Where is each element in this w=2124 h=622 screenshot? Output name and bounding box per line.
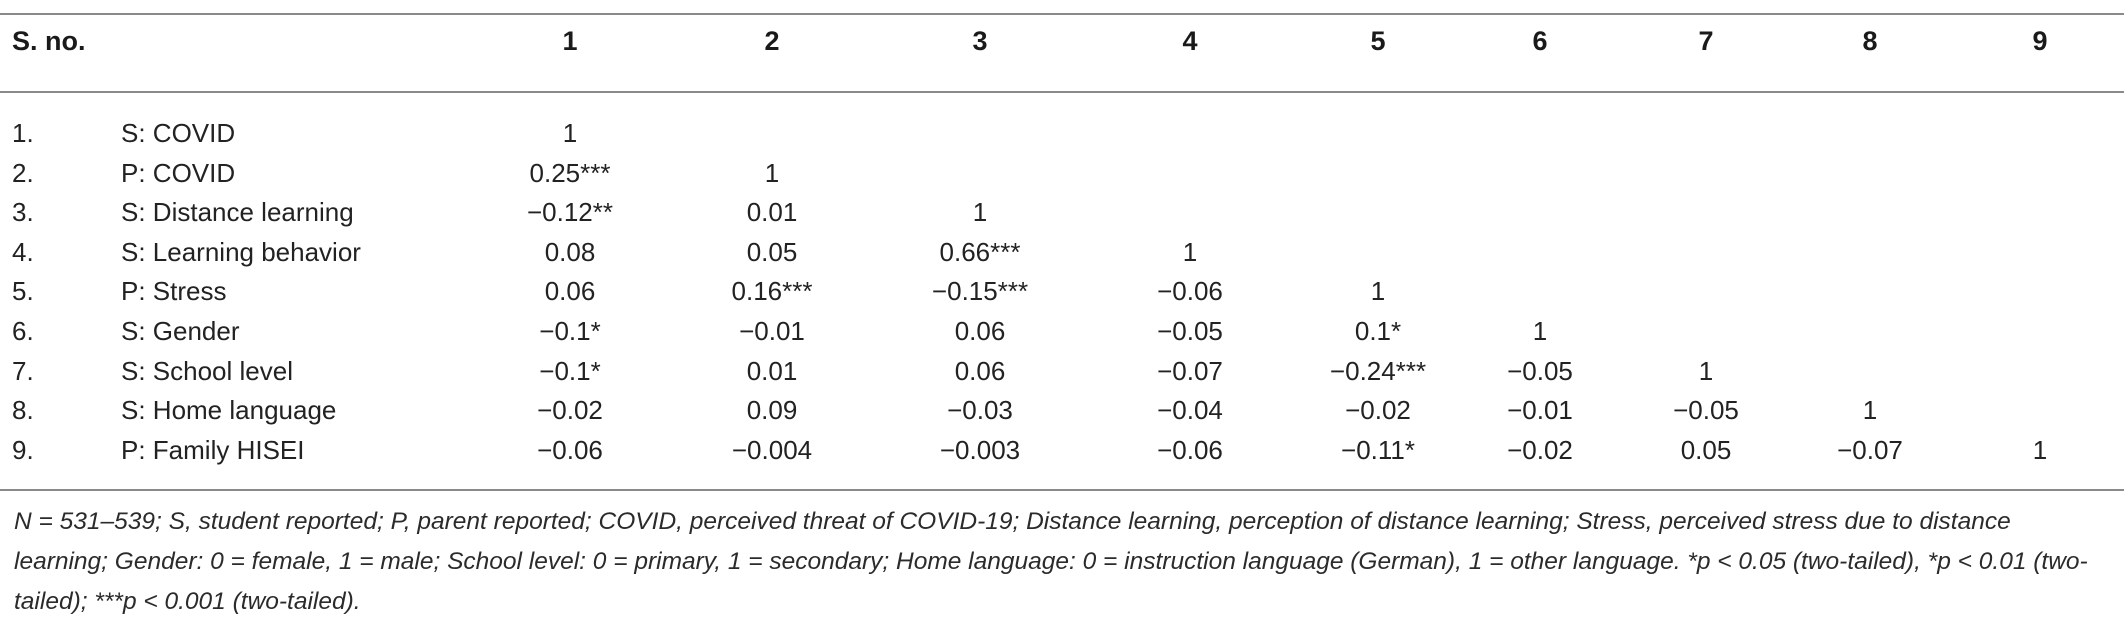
- row-label: P: Stress: [121, 276, 227, 306]
- row-label: S: Learning behavior: [121, 237, 361, 267]
- table-cell: 1: [562, 118, 578, 148]
- table-cell: 1: [2032, 435, 2048, 465]
- table-cell: −0.1*: [539, 316, 601, 346]
- table-cell: −0.02: [1345, 395, 1411, 425]
- table-cell: −0.01: [739, 316, 805, 346]
- table-cell: −0.04: [1157, 395, 1223, 425]
- row-label: S: Distance learning: [121, 197, 354, 227]
- stub-header: S. no.: [12, 26, 86, 56]
- column-header-2: 2: [764, 26, 780, 56]
- table-cell: 0.05: [1680, 435, 1732, 465]
- table-cell: 0.01: [746, 197, 798, 227]
- table-cell: −0.07: [1837, 435, 1903, 465]
- table-cell: 0.08: [544, 237, 596, 267]
- row-number: 5.: [12, 276, 34, 306]
- column-header-4: 4: [1182, 26, 1198, 56]
- table-footnote: N = 531–539; S, student reported; P, par…: [14, 508, 2088, 615]
- table-cell: −0.24***: [1329, 356, 1427, 386]
- table-top-rule: [0, 13, 2124, 15]
- column-header-1: 1: [562, 26, 578, 56]
- table-cell: 1: [1532, 316, 1548, 346]
- table-cell: −0.02: [537, 395, 603, 425]
- column-header-6: 6: [1532, 26, 1548, 56]
- table-cell: 0.06: [954, 316, 1006, 346]
- table-cell: −0.05: [1673, 395, 1739, 425]
- table-cell: −0.1*: [539, 356, 601, 386]
- table-cell: −0.03: [947, 395, 1013, 425]
- row-number: 2.: [12, 158, 34, 188]
- table-cell: −0.07: [1157, 356, 1223, 386]
- row-label: S: Home language: [121, 395, 337, 425]
- table-cell: −0.15***: [931, 276, 1029, 306]
- column-header-7: 7: [1698, 26, 1714, 56]
- row-label: S: School level: [121, 356, 293, 386]
- table-cell: −0.01: [1507, 395, 1573, 425]
- table-cell: 0.05: [746, 237, 798, 267]
- row-number: 1.: [12, 118, 34, 148]
- table-cell: −0.003: [939, 435, 1021, 465]
- row-number: 3.: [12, 197, 34, 227]
- header-rule: [0, 91, 2124, 93]
- table-cell: −0.06: [537, 435, 603, 465]
- table-cell: 0.06: [954, 356, 1006, 386]
- table-cell: −0.06: [1157, 435, 1223, 465]
- row-number: 4.: [12, 237, 34, 267]
- table-bottom-rule: [0, 489, 2124, 491]
- table-cell: 0.01: [746, 356, 798, 386]
- row-number: 7.: [12, 356, 34, 386]
- table-cell: −0.06: [1157, 276, 1223, 306]
- row-number: 6.: [12, 316, 34, 346]
- table-cell: −0.02: [1507, 435, 1573, 465]
- table-cell: −0.05: [1157, 316, 1223, 346]
- table-cell: 0.16***: [731, 276, 813, 306]
- table-cell: 1: [1698, 356, 1714, 386]
- row-label: P: COVID: [121, 158, 236, 188]
- row-label: S: Gender: [121, 316, 240, 346]
- table-cell: −0.11*: [1341, 435, 1415, 465]
- table-cell: 0.1*: [1354, 316, 1402, 346]
- table-cell: −0.004: [731, 435, 813, 465]
- column-header-8: 8: [1862, 26, 1878, 56]
- table-cell: 0.25***: [529, 158, 611, 188]
- column-header-5: 5: [1370, 26, 1386, 56]
- table-cell: 1: [1370, 276, 1386, 306]
- table-cell: 0.66***: [939, 237, 1021, 267]
- table-cell: 1: [1182, 237, 1198, 267]
- row-label: P: Family HISEI: [121, 435, 305, 465]
- row-label: S: COVID: [121, 118, 236, 148]
- row-number: 8.: [12, 395, 34, 425]
- table-cell: 1: [972, 197, 988, 227]
- table-cell: 1: [1862, 395, 1878, 425]
- column-header-9: 9: [2032, 26, 2048, 56]
- table-cell: −0.12**: [526, 197, 614, 227]
- table-cell: 0.06: [544, 276, 596, 306]
- row-number: 9.: [12, 435, 34, 465]
- table-cell: 0.09: [746, 395, 798, 425]
- table-cell: −0.05: [1507, 356, 1573, 386]
- table-cell: 1: [764, 158, 780, 188]
- column-header-3: 3: [972, 26, 988, 56]
